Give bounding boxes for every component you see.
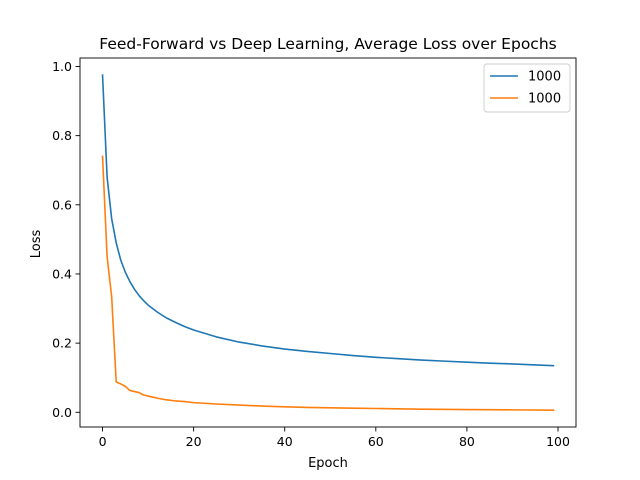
y-tick-label-4: 0.8 — [52, 128, 72, 143]
y-tick-label-5: 1.0 — [52, 59, 72, 74]
series-line-2 — [101, 155, 555, 412]
legend-label-1: 1000 — [528, 70, 561, 85]
x-tick-label-0: 0 — [99, 434, 107, 449]
x-tick-label-60: 60 — [368, 434, 384, 449]
plot-area: 0 20 40 60 80 100 0.0 0.2 0.4 0.6 0.8 1.0 — [52, 57, 577, 449]
x-tick-label-80: 80 — [459, 434, 475, 449]
chart-title: Feed-Forward vs Deep Learning, Average L… — [99, 35, 556, 53]
x-tick-label-40: 40 — [277, 434, 293, 449]
x-axis-label: Epoch — [308, 456, 348, 471]
legend-label-2: 1000 — [528, 92, 561, 107]
y-tick-label-0: 0.0 — [52, 405, 72, 420]
legend: 1000 1000 — [483, 63, 571, 113]
y-tick-label-2: 0.4 — [52, 266, 72, 281]
series-line-1 — [101, 74, 555, 367]
y-axis-label: Loss — [29, 230, 44, 259]
axes-frame — [79, 57, 577, 428]
x-tick-label-100: 100 — [546, 434, 570, 449]
y-tick-label-1: 0.2 — [52, 336, 72, 351]
x-tick-label-20: 20 — [186, 434, 202, 449]
y-tick-label-3: 0.6 — [52, 197, 72, 212]
